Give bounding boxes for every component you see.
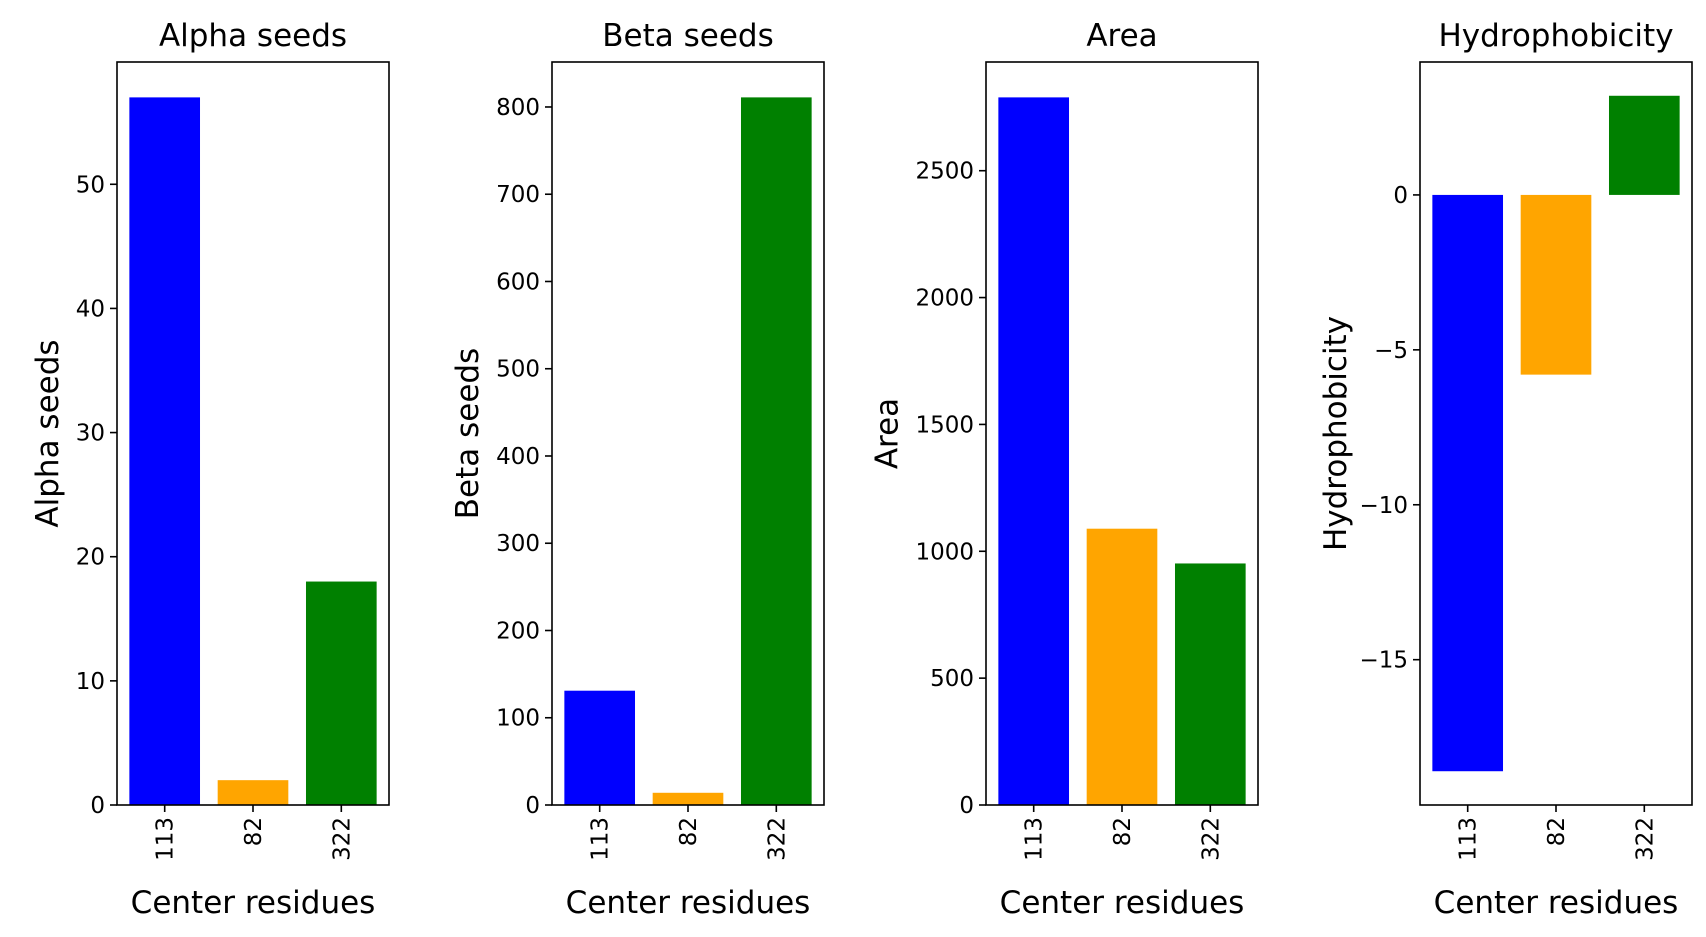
subplot-1: 0 10 20 30 40 50 113 82 322 Alpha seeds Center res… <box>30 18 390 921</box>
x-tick-label: 82 <box>676 817 702 846</box>
y-tick-label: 500 <box>930 666 974 692</box>
y-tick-label: 0 <box>525 793 540 819</box>
bar-113 <box>129 97 201 805</box>
y-tick-label: 1000 <box>915 539 974 565</box>
subplot-title: Hydrophobicity <box>1438 18 1673 54</box>
y-tick-label: 20 <box>76 545 105 571</box>
subplot-title: Beta seeds <box>602 18 773 54</box>
y-axis-label: Area <box>870 398 906 469</box>
bar-322 <box>305 581 377 805</box>
x-tick-label: 322 <box>329 817 355 861</box>
x-axis-label: Center residues <box>131 885 376 921</box>
x-tick-label: 82 <box>1110 817 1136 846</box>
bar-82 <box>1086 528 1158 805</box>
y-tick-label: 10 <box>76 669 105 695</box>
y-tick-label: 2000 <box>915 286 974 312</box>
y-axis-label: Beta seeds <box>450 348 486 519</box>
y-tick-label: 100 <box>496 706 540 732</box>
x-tick-label: 322 <box>764 817 790 861</box>
y-tick-label: 400 <box>496 444 540 470</box>
x-axis-label: Center residues <box>1000 885 1245 921</box>
y-axis-label: Hydrophobicity <box>1318 316 1354 551</box>
x-tick-label: 82 <box>1544 817 1570 846</box>
subplot-4: −15 −10 −5 0 113 82 322 Hydrophobicity Center re… <box>1318 18 1693 921</box>
x-tick-label: 113 <box>153 817 179 861</box>
bar-322 <box>1608 95 1680 195</box>
y-tick-label: −10 <box>1359 493 1408 519</box>
y-tick-label: 700 <box>496 182 540 208</box>
y-tick-label: 800 <box>496 95 540 121</box>
y-axis-label: Alpha seeds <box>30 339 66 527</box>
y-tick-label: 0 <box>1393 183 1408 209</box>
y-tick-label: 30 <box>76 421 105 447</box>
x-tick-label: 113 <box>1022 817 1048 861</box>
y-tick-label: 500 <box>496 357 540 383</box>
bar-82 <box>217 780 289 805</box>
y-tick-label: −15 <box>1359 648 1408 674</box>
bar-82 <box>1520 194 1592 375</box>
y-tick-label: 2500 <box>915 159 974 185</box>
y-tick-label: 40 <box>76 296 105 322</box>
x-tick-label: 322 <box>1198 817 1224 861</box>
x-tick-label: 82 <box>241 817 267 846</box>
y-tick-label: 0 <box>959 793 974 819</box>
y-tick-label: 300 <box>496 531 540 557</box>
bar-113 <box>998 97 1070 805</box>
subplot-3: 0 500 1000 1500 2000 2500 113 82 322 Area Center r… <box>870 18 1259 921</box>
y-tick-label: 200 <box>496 618 540 644</box>
x-tick-label: 113 <box>588 817 614 861</box>
bar-322 <box>1174 563 1246 805</box>
y-tick-label: 1500 <box>915 412 974 438</box>
bar-82 <box>652 792 724 805</box>
subplot-2: 0 100 200 300 400 500 600 700 800 113 82 322 Beta se… <box>450 18 825 921</box>
y-tick-label: −5 <box>1374 338 1408 364</box>
bar-322 <box>740 97 812 805</box>
x-axis-label: Center residues <box>1434 885 1679 921</box>
x-axis-label: Center residues <box>566 885 811 921</box>
y-tick-label: 0 <box>90 793 105 819</box>
bar-113 <box>1432 194 1504 772</box>
bar-113 <box>564 690 636 805</box>
x-tick-label: 113 <box>1456 817 1482 861</box>
subplot-title: Alpha seeds <box>159 18 347 54</box>
y-tick-label: 600 <box>496 269 540 295</box>
x-tick-label: 322 <box>1632 817 1658 861</box>
subplot-title: Area <box>1086 18 1157 54</box>
y-tick-label: 50 <box>76 172 105 198</box>
